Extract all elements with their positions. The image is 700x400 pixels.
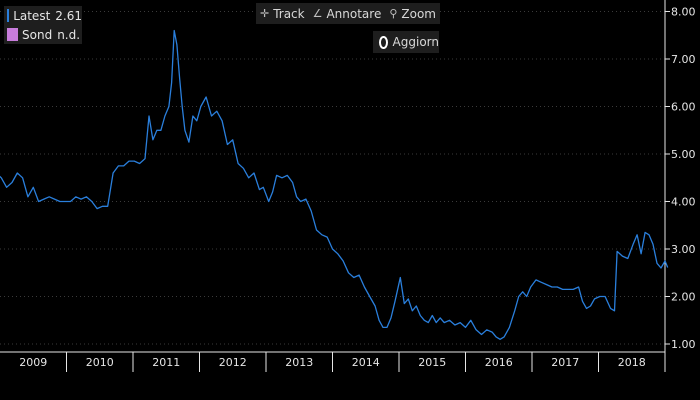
- x-tick-label: 2017: [551, 356, 579, 369]
- x-tick-label: 2010: [86, 356, 114, 369]
- x-axis-ticks: 2009 2010 2011 2012 2013 2014 2015 2016 2017 2018: [19, 352, 666, 372]
- legend: Latest 2.61 Sond n.d.: [4, 6, 82, 44]
- zoom-label: Zoom: [401, 6, 436, 21]
- chart-toolbar: ✛ Track ∠ Annotare ⚲ Zoom: [256, 3, 440, 24]
- x-tick-label: 2015: [418, 356, 446, 369]
- x-tick-label: 2013: [285, 356, 313, 369]
- series-layer: [0, 29, 669, 340]
- axes: [0, 0, 666, 372]
- track-button[interactable]: ✛ Track: [260, 7, 305, 21]
- y-tick-label: 6.00: [671, 101, 696, 114]
- legend-swatch-latest: [7, 9, 10, 22]
- y-tick-label: 4.00: [671, 196, 696, 209]
- series-line-latest[interactable]: [0, 29, 669, 340]
- y-tick-label: 7.00: [671, 53, 696, 66]
- y-tick-label: 3.00: [671, 243, 696, 256]
- y-tick-label: 1.00: [671, 338, 696, 351]
- pencil-line-icon: ∠: [312, 7, 323, 20]
- x-tick-label: 2018: [618, 356, 646, 369]
- legend-label-sond: Sond: [22, 27, 53, 42]
- legend-value-latest: 2.61: [55, 8, 82, 23]
- x-tick-label: 2014: [352, 356, 380, 369]
- legend-swatch-sond: [7, 28, 18, 41]
- zoom-button[interactable]: ⚲ Zoom: [389, 7, 436, 21]
- y-tick-label: 2.00: [671, 291, 696, 304]
- refresh-label: Aggiorn: [392, 35, 439, 49]
- y-tick-label: 5.00: [671, 148, 696, 161]
- refresh-icon: [379, 35, 388, 49]
- refresh-button[interactable]: Aggiorn: [373, 31, 439, 53]
- grid-lines: [0, 11, 665, 345]
- legend-label-latest: Latest: [13, 8, 51, 23]
- crosshair-icon: ✛: [259, 7, 270, 20]
- track-label: Track: [273, 6, 305, 21]
- annotate-button[interactable]: ∠ Annotare: [313, 7, 382, 21]
- x-tick-label: 2009: [19, 356, 47, 369]
- legend-value-sond: n.d.: [57, 27, 81, 42]
- x-tick-label: 2016: [485, 356, 513, 369]
- x-tick-label: 2011: [152, 356, 180, 369]
- legend-item-sond[interactable]: Sond n.d.: [4, 25, 82, 44]
- y-axis-ticks: 1.00 2.00 3.00 4.00 5.00 6.00 7.00 8.00: [665, 6, 696, 351]
- annotate-label: Annotare: [326, 6, 382, 21]
- legend-item-latest[interactable]: Latest 2.61: [4, 6, 82, 25]
- y-tick-label: 8.00: [671, 6, 696, 19]
- magnifier-icon: ⚲: [389, 7, 398, 20]
- x-tick-label: 2012: [219, 356, 247, 369]
